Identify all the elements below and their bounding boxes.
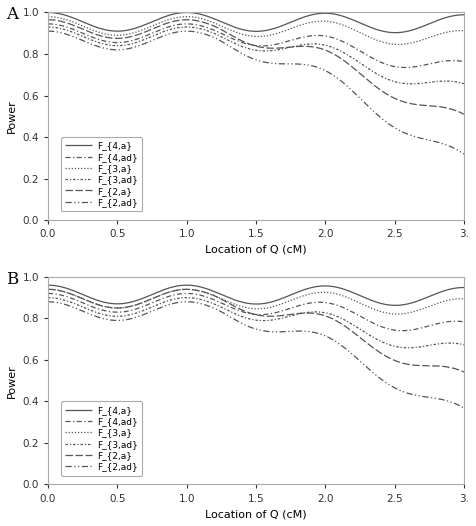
Y-axis label: Power: Power [7, 99, 17, 133]
Legend: F_{4,a}, F_{4,ad}, F_{3,a}, F_{3,ad}, F_{2,a}, F_{2,ad}: F_{4,a}, F_{4,ad}, F_{3,a}, F_{3,ad}, F_… [61, 137, 142, 211]
X-axis label: Location of Q (cM): Location of Q (cM) [205, 509, 307, 519]
Text: A: A [6, 6, 19, 23]
X-axis label: Location of Q (cM): Location of Q (cM) [205, 245, 307, 255]
Text: B: B [6, 271, 19, 288]
Y-axis label: Power: Power [7, 364, 17, 398]
Legend: F_{4,a}, F_{4,ad}, F_{3,a}, F_{3,ad}, F_{2,a}, F_{2,ad}: F_{4,a}, F_{4,ad}, F_{3,a}, F_{3,ad}, F_… [61, 401, 142, 476]
